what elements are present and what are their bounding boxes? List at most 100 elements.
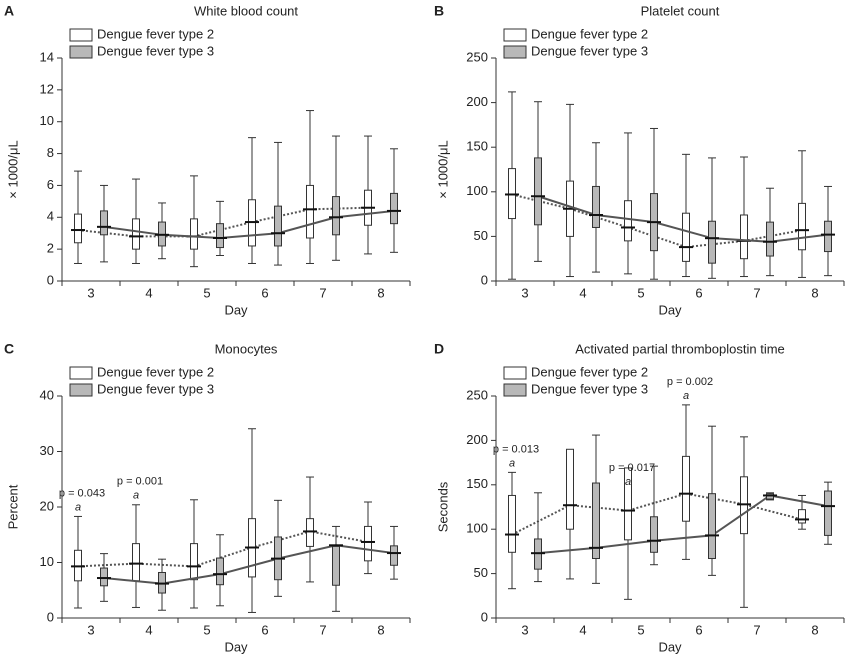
x-tick-label: 5 [203,285,210,300]
box [798,509,806,524]
box [100,567,108,587]
box [592,482,600,560]
median-line [77,206,369,238]
x-tick-label: 4 [145,622,152,637]
y-axis-label: × 1000/μL [435,140,450,198]
x-tick-label: 7 [319,285,326,300]
panel-label: B [434,3,444,19]
box [534,157,542,226]
legend-swatch [69,28,93,42]
y-tick-label: 40 [40,387,54,402]
legend-label: Dengue fever type 3 [97,43,214,58]
median-line [103,544,395,585]
x-tick-label: 7 [319,622,326,637]
median-line [511,193,803,249]
box [566,448,574,530]
box [216,223,224,249]
median-line [537,494,829,555]
x-axis-label: Day [658,302,682,317]
legend-swatch [503,383,527,397]
y-tick-label: 0 [47,272,54,287]
box [740,214,748,260]
box [332,545,340,586]
median-line [537,195,829,243]
legend-swatch [69,383,93,397]
box [390,192,398,225]
legend-swatch [69,45,93,59]
y-tick-label: 200 [466,94,488,109]
y-tick-label: 14 [40,49,54,64]
panel-title: White blood count [194,3,298,18]
annotation-p: p = 0.013 [493,443,539,455]
legend-label: Dengue fever type 2 [97,364,214,379]
box [190,218,198,250]
x-tick-label: 6 [261,622,268,637]
box [624,200,632,242]
y-axis-label: Seconds [435,481,450,532]
y-axis-label: Percent [5,484,20,529]
y-tick-label: 100 [466,183,488,198]
box [364,525,372,562]
annotation-mark: a [509,457,515,469]
median-line [103,209,395,239]
panel-label: C [4,341,14,357]
x-tick-label: 7 [753,622,760,637]
y-tick-label: 100 [466,521,488,536]
y-tick-label: 0 [47,609,54,624]
legend-label: Dengue fever type 2 [97,26,214,41]
x-axis-label: Day [658,639,682,654]
box [190,543,198,581]
box [306,518,314,547]
panel-label: A [4,3,14,19]
y-tick-label: 150 [466,139,488,154]
x-tick-label: 4 [579,285,586,300]
x-tick-label: 6 [695,285,702,300]
box [798,202,806,251]
legend-label: Dengue fever type 3 [531,43,648,58]
x-tick-label: 3 [521,285,528,300]
box [682,455,690,522]
x-tick-label: 3 [521,622,528,637]
x-axis-label: Day [224,302,248,317]
legend-swatch [503,366,527,380]
y-tick-label: 150 [466,476,488,491]
annotation-mark: a [133,490,139,502]
x-tick-label: 5 [637,622,644,637]
y-tick-label: 2 [47,241,54,256]
x-tick-label: 5 [637,285,644,300]
x-tick-label: 4 [579,622,586,637]
y-tick-label: 200 [466,432,488,447]
box [306,184,314,239]
annotation-mark: a [625,476,631,488]
x-tick-label: 6 [261,285,268,300]
x-tick-label: 8 [377,285,384,300]
annotation-p: p = 0.017 [609,462,655,474]
legend-swatch [69,366,93,380]
box [274,205,282,247]
x-tick-label: 6 [695,622,702,637]
y-tick-label: 30 [40,443,54,458]
box [624,467,632,541]
y-tick-label: 4 [47,209,54,224]
panel-title: Monocytes [215,341,278,356]
x-tick-label: 3 [87,285,94,300]
x-axis-label: Day [224,639,248,654]
y-tick-label: 10 [40,113,54,128]
box [682,212,690,262]
legend-swatch [503,28,527,42]
y-tick-label: 12 [40,81,54,96]
y-tick-label: 250 [466,49,488,64]
x-tick-label: 8 [811,285,818,300]
y-tick-label: 250 [466,387,488,402]
x-tick-label: 8 [377,622,384,637]
legend-swatch [503,45,527,59]
box [216,557,224,586]
y-tick-label: 50 [474,228,488,243]
annotation-p: p = 0.001 [117,476,163,488]
box [508,494,516,553]
box [390,545,398,566]
box [824,490,832,536]
box [100,210,108,236]
x-tick-label: 5 [203,622,210,637]
legend-label: Dengue fever type 2 [531,364,648,379]
